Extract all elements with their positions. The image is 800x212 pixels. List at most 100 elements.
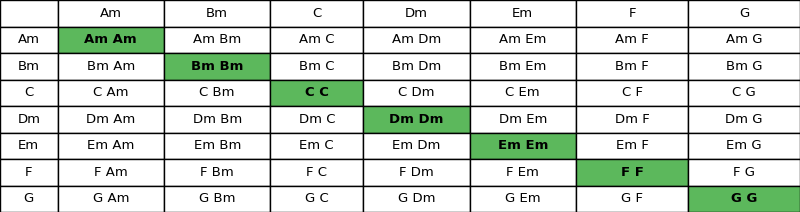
Bar: [0, 26, 58, 53]
Bar: [576, 80, 688, 106]
Text: Em G: Em G: [726, 139, 762, 152]
Text: G Dm: G Dm: [398, 192, 435, 205]
Bar: [688, 26, 800, 53]
Text: Bm C: Bm C: [299, 60, 334, 73]
Bar: [470, 26, 576, 53]
Bar: [270, 53, 363, 80]
Text: G Am: G Am: [93, 192, 129, 205]
Bar: [688, 132, 800, 159]
Text: F: F: [25, 166, 33, 179]
Text: Bm G: Bm G: [726, 60, 762, 73]
Text: Em C: Em C: [299, 139, 334, 152]
Bar: [576, 53, 688, 80]
Text: Am: Am: [100, 7, 122, 20]
Text: Bm Am: Bm Am: [86, 60, 135, 73]
Bar: [363, 159, 470, 186]
Text: C Dm: C Dm: [398, 86, 434, 99]
Bar: [688, 186, 800, 212]
Bar: [576, 132, 688, 159]
Bar: [164, 106, 270, 132]
Bar: [164, 53, 270, 80]
Text: F Am: F Am: [94, 166, 128, 179]
Bar: [363, 132, 470, 159]
Bar: [58, 106, 164, 132]
Bar: [0, 0, 58, 26]
Bar: [164, 0, 270, 26]
Text: Bm Em: Bm Em: [499, 60, 546, 73]
Text: F: F: [628, 7, 636, 20]
Bar: [363, 0, 470, 26]
Bar: [0, 132, 58, 159]
Bar: [576, 26, 688, 53]
Text: Am C: Am C: [299, 33, 334, 46]
Text: G F: G F: [621, 192, 643, 205]
Text: F C: F C: [306, 166, 327, 179]
Text: Dm: Dm: [405, 7, 428, 20]
Text: C F: C F: [622, 86, 642, 99]
Text: Dm C: Dm C: [298, 113, 335, 126]
Bar: [270, 26, 363, 53]
Text: Bm Dm: Bm Dm: [392, 60, 441, 73]
Bar: [576, 186, 688, 212]
Text: Bm Bm: Bm Bm: [191, 60, 243, 73]
Text: Am Bm: Am Bm: [193, 33, 242, 46]
Text: Em: Em: [512, 7, 534, 20]
Text: Em: Em: [18, 139, 39, 152]
Text: Bm: Bm: [206, 7, 228, 20]
Bar: [470, 106, 576, 132]
Bar: [576, 0, 688, 26]
Text: F F: F F: [621, 166, 643, 179]
Bar: [58, 53, 164, 80]
Text: Dm: Dm: [18, 113, 40, 126]
Bar: [688, 106, 800, 132]
Text: Em F: Em F: [615, 139, 649, 152]
Bar: [470, 186, 576, 212]
Bar: [58, 132, 164, 159]
Bar: [470, 0, 576, 26]
Bar: [470, 80, 576, 106]
Text: G: G: [739, 7, 749, 20]
Bar: [270, 159, 363, 186]
Bar: [270, 186, 363, 212]
Text: Am G: Am G: [726, 33, 762, 46]
Bar: [688, 53, 800, 80]
Text: Am Dm: Am Dm: [392, 33, 441, 46]
Bar: [363, 186, 470, 212]
Text: G: G: [24, 192, 34, 205]
Bar: [164, 159, 270, 186]
Bar: [58, 26, 164, 53]
Text: Am Em: Am Em: [499, 33, 546, 46]
Bar: [0, 159, 58, 186]
Text: Em Am: Em Am: [87, 139, 134, 152]
Bar: [58, 80, 164, 106]
Bar: [270, 132, 363, 159]
Text: G G: G G: [731, 192, 757, 205]
Text: Am F: Am F: [615, 33, 649, 46]
Bar: [58, 186, 164, 212]
Text: Dm F: Dm F: [614, 113, 650, 126]
Bar: [470, 53, 576, 80]
Text: Dm G: Dm G: [726, 113, 762, 126]
Bar: [0, 80, 58, 106]
Bar: [164, 80, 270, 106]
Bar: [270, 80, 363, 106]
Text: Bm F: Bm F: [615, 60, 649, 73]
Text: C: C: [312, 7, 322, 20]
Text: C C: C C: [305, 86, 329, 99]
Bar: [58, 0, 164, 26]
Bar: [688, 80, 800, 106]
Text: C Em: C Em: [506, 86, 540, 99]
Bar: [0, 106, 58, 132]
Bar: [363, 53, 470, 80]
Text: G Em: G Em: [505, 192, 541, 205]
Text: Em Em: Em Em: [498, 139, 548, 152]
Bar: [363, 80, 470, 106]
Text: Bm: Bm: [18, 60, 40, 73]
Bar: [470, 159, 576, 186]
Bar: [0, 186, 58, 212]
Text: F Em: F Em: [506, 166, 539, 179]
Text: F Bm: F Bm: [200, 166, 234, 179]
Bar: [576, 159, 688, 186]
Bar: [270, 0, 363, 26]
Text: Dm Bm: Dm Bm: [193, 113, 242, 126]
